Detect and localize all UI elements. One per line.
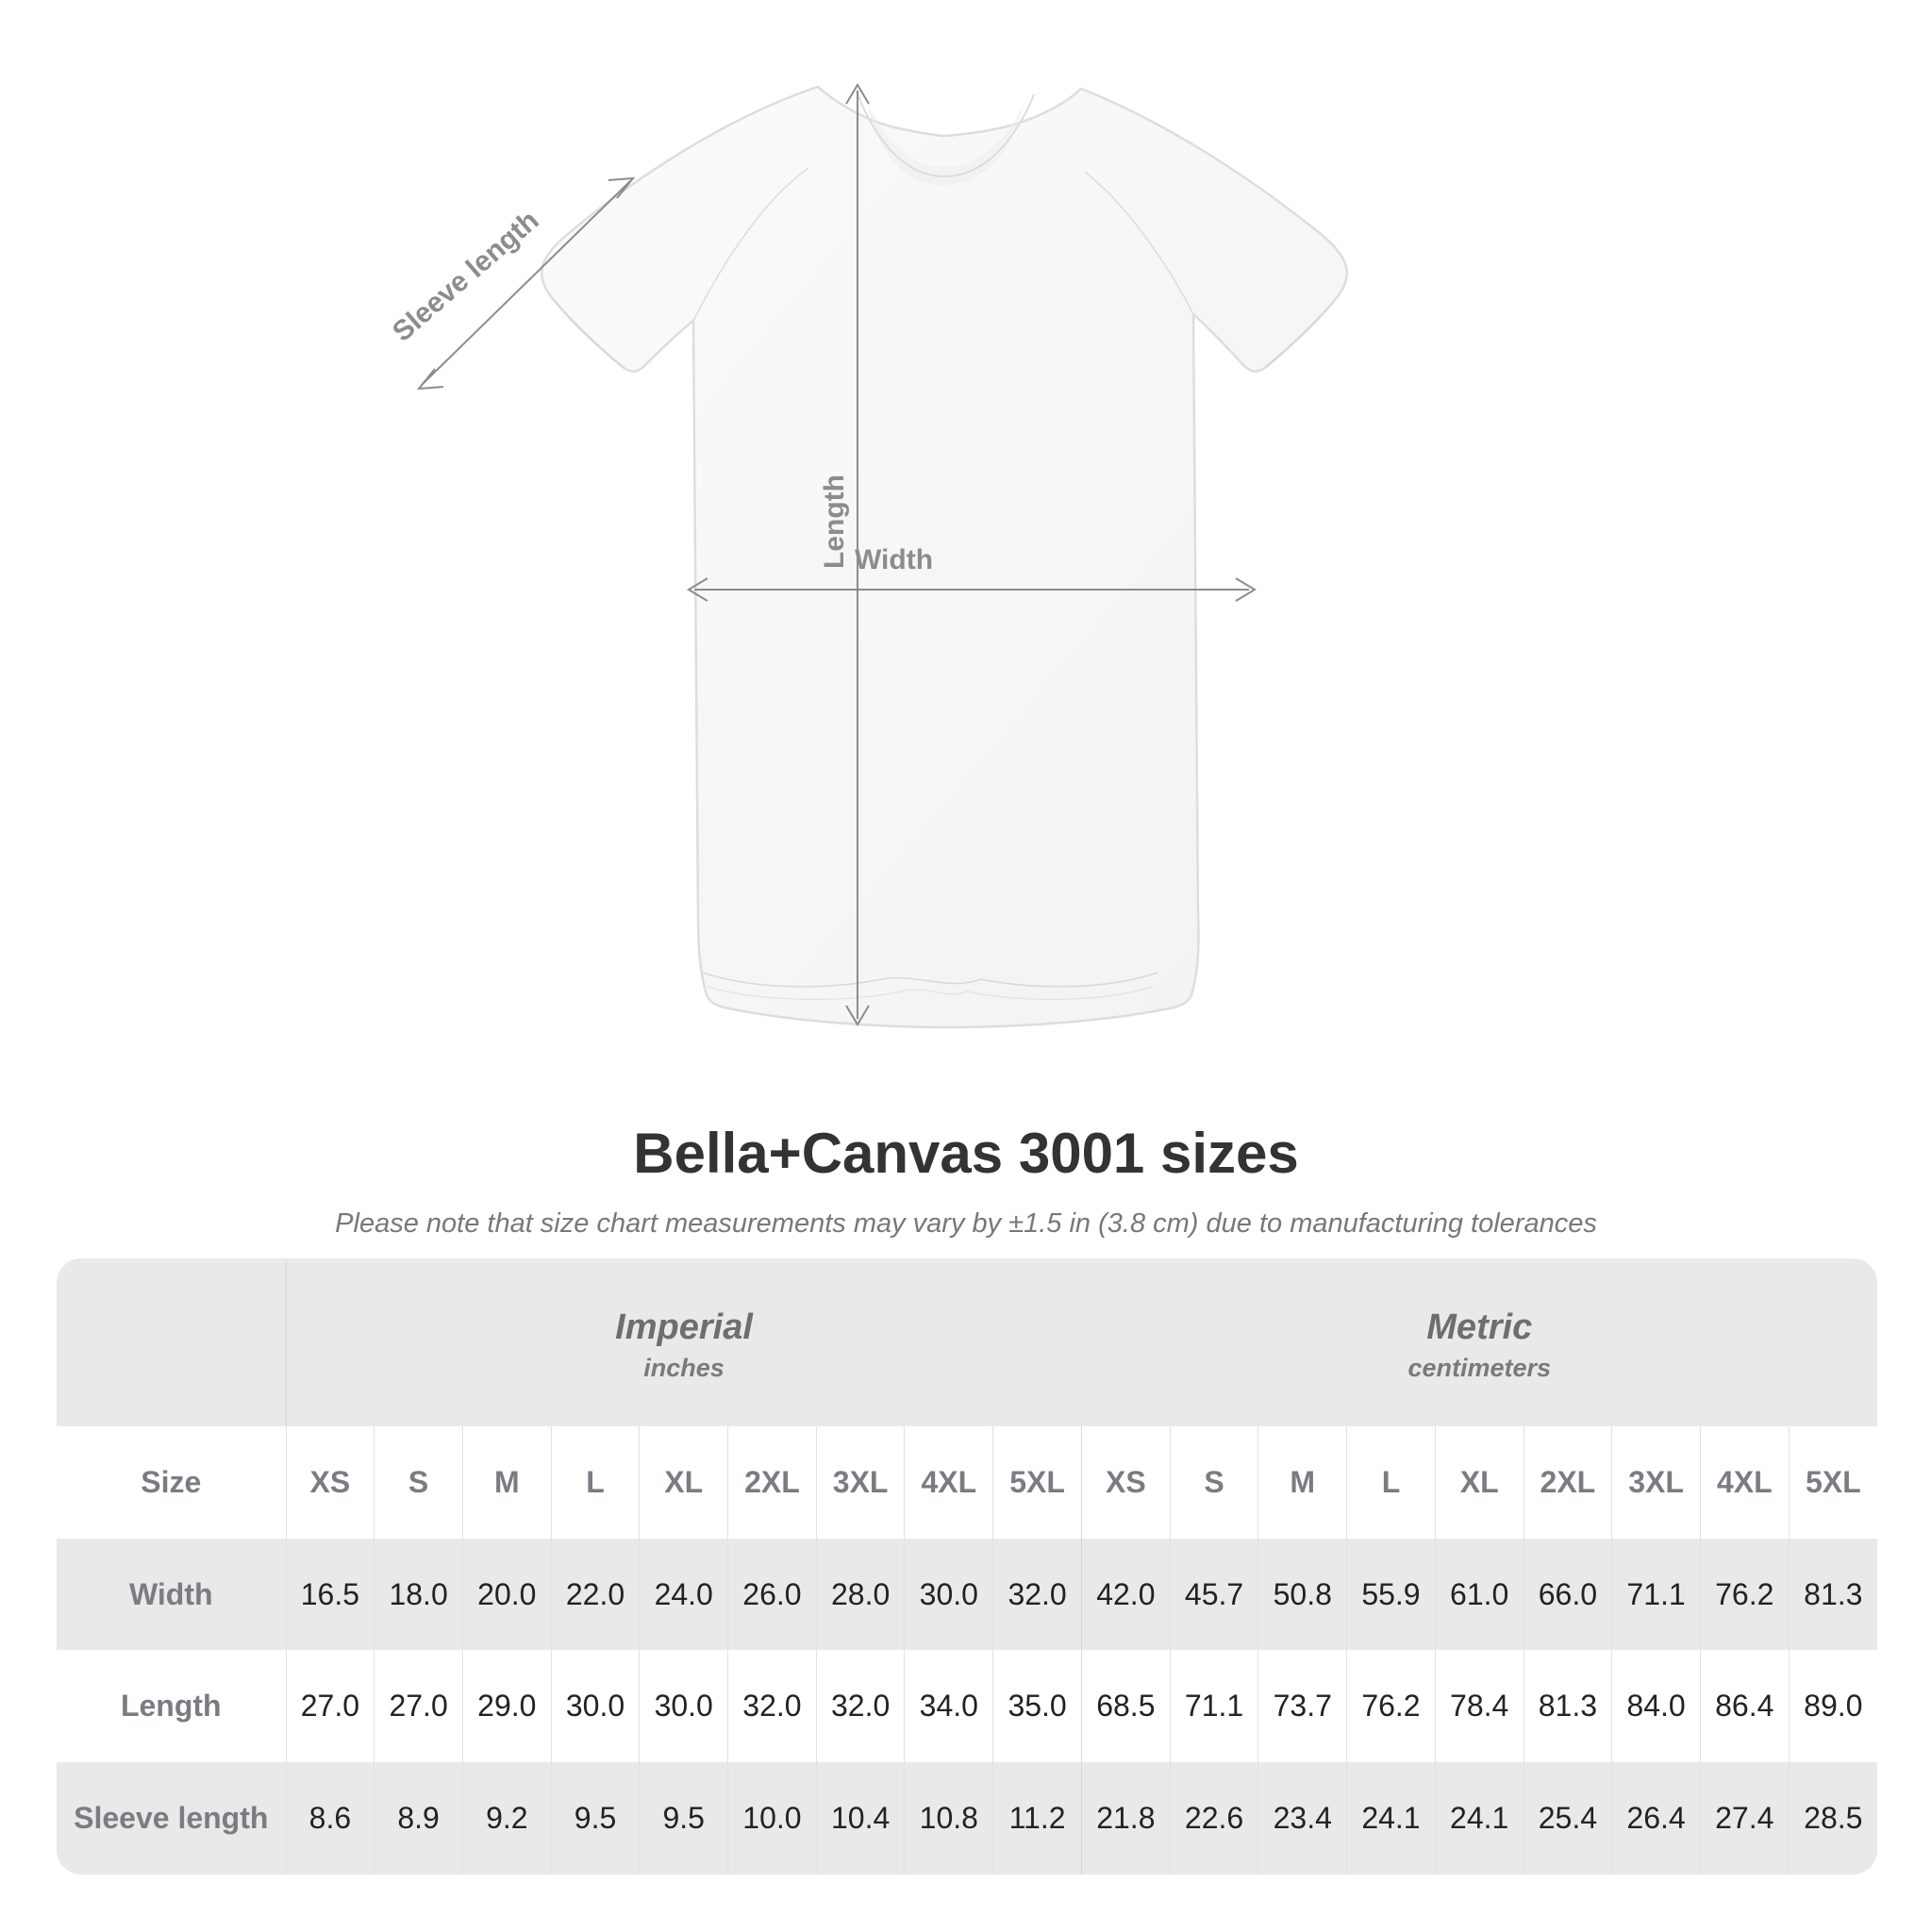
svg-text:Sleeve length: Sleeve length (387, 205, 545, 348)
svg-text:Width: Width (855, 544, 933, 575)
svg-text:Length: Length (819, 475, 850, 569)
